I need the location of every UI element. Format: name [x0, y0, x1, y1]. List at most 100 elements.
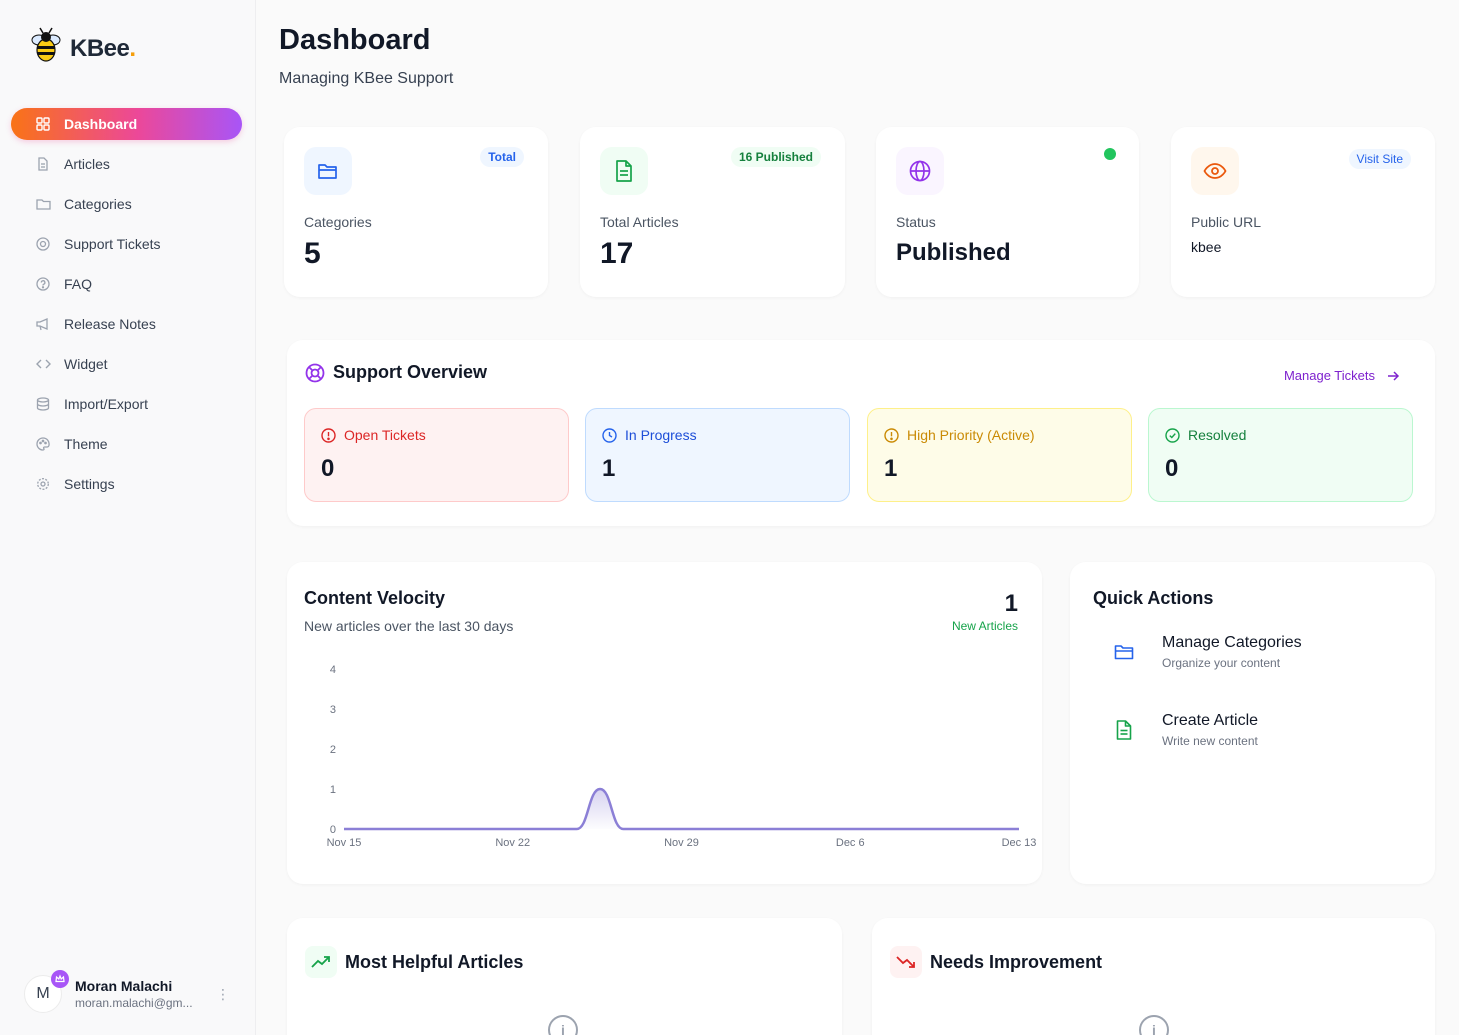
lifebuoy-icon — [305, 363, 325, 383]
sidebar: KBee. Dashboard Articles Categories Supp… — [0, 0, 256, 1035]
sidebar-item-label: Widget — [64, 356, 108, 372]
new-articles-count: 1 — [1004, 590, 1018, 617]
arrow-right-icon — [1387, 370, 1400, 382]
sidebar-item-label: Dashboard — [64, 116, 138, 132]
sidebar-item-label: Release Notes — [64, 316, 156, 332]
sidebar-item-settings[interactable]: Settings — [11, 468, 242, 500]
x-tick-label: Nov 15 — [327, 837, 362, 849]
tk-value: 0 — [1165, 455, 1179, 482]
manage-categories-action[interactable]: Manage Categories Organize your content — [1092, 622, 1412, 682]
stat-card-categories[interactable]: Total Categories 5 — [284, 127, 548, 297]
palette-icon — [35, 436, 51, 452]
sidebar-nav: Dashboard Articles Categories Support Ti… — [11, 108, 242, 508]
tk-label: High Priority (Active) — [884, 427, 1035, 443]
avatar-initial: M — [36, 985, 50, 1002]
sidebar-item-faq[interactable]: FAQ — [11, 268, 242, 300]
stat-label: Categories — [304, 214, 372, 230]
stat-value: 5 — [304, 237, 321, 270]
sidebar-item-support-tickets[interactable]: Support Tickets — [11, 228, 242, 260]
document-icon — [35, 156, 51, 172]
most-helpful-card: Most Helpful Articles i — [287, 918, 842, 1035]
tk-label: Resolved — [1165, 427, 1246, 443]
stat-value: 17 — [600, 237, 634, 270]
stat-value: Published — [896, 239, 1011, 266]
stat-card-articles[interactable]: 16 Published Total Articles 17 — [580, 127, 845, 297]
action-name: Create Article — [1162, 712, 1259, 729]
section-header: Most Helpful Articles — [305, 946, 523, 978]
gear-icon — [35, 476, 51, 492]
grid-icon — [35, 116, 51, 132]
resolved-card[interactable]: Resolved 0 — [1148, 408, 1413, 502]
content-velocity-card: Content Velocity New articles over the l… — [287, 562, 1042, 884]
create-article-action[interactable]: Create Article Write new content — [1092, 700, 1412, 760]
section-title: Quick Actions — [1093, 588, 1214, 608]
user-profile[interactable]: M Moran Malachi moran.malachi@gm... ⋮ — [24, 970, 244, 1016]
sidebar-item-import-export[interactable]: Import/Export — [11, 388, 242, 420]
link-label: Manage Tickets — [1283, 368, 1375, 383]
section-title: Needs Improvement — [930, 951, 1103, 972]
total-badge: Total — [480, 147, 524, 167]
stat-card-status[interactable]: Status Published — [876, 127, 1139, 297]
info-icon: i — [548, 1015, 578, 1035]
avatar: M — [24, 970, 69, 1013]
series-line — [343, 787, 1019, 831]
logo[interactable]: KBee. — [26, 26, 136, 71]
sidebar-item-release-notes[interactable]: Release Notes — [11, 308, 242, 340]
globe-icon — [896, 147, 944, 195]
x-tick-label: Dec 6 — [836, 837, 865, 849]
sidebar-item-articles[interactable]: Articles — [11, 148, 242, 180]
support-overview-title: Support Overview — [305, 362, 487, 383]
sidebar-item-label: Import/Export — [64, 396, 149, 412]
user-info: Moran Malachi moran.malachi@gm... — [75, 978, 193, 1010]
action-desc: Write new content — [1162, 734, 1258, 748]
logo-text: KBee. — [70, 34, 136, 62]
check-circle-icon — [1165, 427, 1180, 443]
more-vertical-icon[interactable]: ⋮ — [216, 986, 230, 1002]
tk-label: Open Tickets — [321, 427, 426, 443]
stat-card-public-url[interactable]: Visit Site Public URL kbee — [1171, 127, 1435, 297]
velocity-chart: 0 1 2 3 4 Nov 15 Nov 22 Nov 29 Dec 6 Dec 13 — [327, 664, 1037, 849]
sidebar-item-label: Categories — [64, 196, 132, 212]
code-icon — [35, 356, 51, 372]
stat-label: Total Articles — [600, 214, 679, 230]
section-title: Most Helpful Articles — [345, 951, 524, 972]
document-icon — [600, 147, 648, 195]
page-title: Dashboard — [279, 24, 431, 56]
x-tick-label: Dec 13 — [1002, 837, 1037, 849]
lifebuoy-icon — [35, 236, 51, 252]
new-articles-label: New Articles — [951, 619, 1018, 633]
section-title: Content Velocity — [304, 588, 446, 608]
visit-site-button[interactable]: Visit Site — [1348, 149, 1411, 169]
published-badge: 16 Published — [730, 147, 821, 167]
open-tickets-card[interactable]: Open Tickets 0 — [304, 408, 569, 502]
sidebar-item-theme[interactable]: Theme — [11, 428, 242, 460]
trending-down-icon — [890, 946, 922, 978]
sidebar-item-categories[interactable]: Categories — [11, 188, 242, 220]
stat-label: Public URL — [1191, 214, 1262, 230]
series-area — [344, 789, 1019, 829]
eye-icon — [1191, 147, 1239, 195]
document-icon — [1110, 716, 1138, 744]
y-tick-label: 2 — [330, 744, 336, 756]
y-tick-label: 3 — [330, 704, 336, 716]
sidebar-item-label: Support Tickets — [64, 236, 161, 252]
quick-actions-card: Quick Actions Manage Categories Organize… — [1070, 562, 1435, 884]
sidebar-item-widget[interactable]: Widget — [11, 348, 242, 380]
y-tick-label: 0 — [330, 824, 336, 836]
sidebar-item-dashboard[interactable]: Dashboard — [11, 108, 242, 140]
high-priority-card[interactable]: High Priority (Active) 1 — [867, 408, 1132, 502]
stat-value: kbee — [1191, 239, 1222, 255]
action-name: Manage Categories — [1162, 634, 1302, 651]
tk-value: 1 — [602, 455, 616, 482]
x-tick-label: Nov 29 — [664, 837, 699, 849]
action-desc: Organize your content — [1162, 656, 1281, 670]
clock-icon — [602, 427, 617, 443]
sidebar-item-label: Articles — [64, 156, 110, 172]
bee-icon — [26, 26, 66, 71]
manage-tickets-link[interactable]: Manage Tickets — [1284, 368, 1400, 383]
support-overview: Support Overview Manage Tickets Open Tic… — [287, 340, 1435, 526]
megaphone-icon — [35, 316, 51, 332]
section-header: Needs Improvement — [890, 946, 1102, 978]
tk-value: 1 — [884, 455, 898, 482]
in-progress-card[interactable]: In Progress 1 — [585, 408, 850, 502]
